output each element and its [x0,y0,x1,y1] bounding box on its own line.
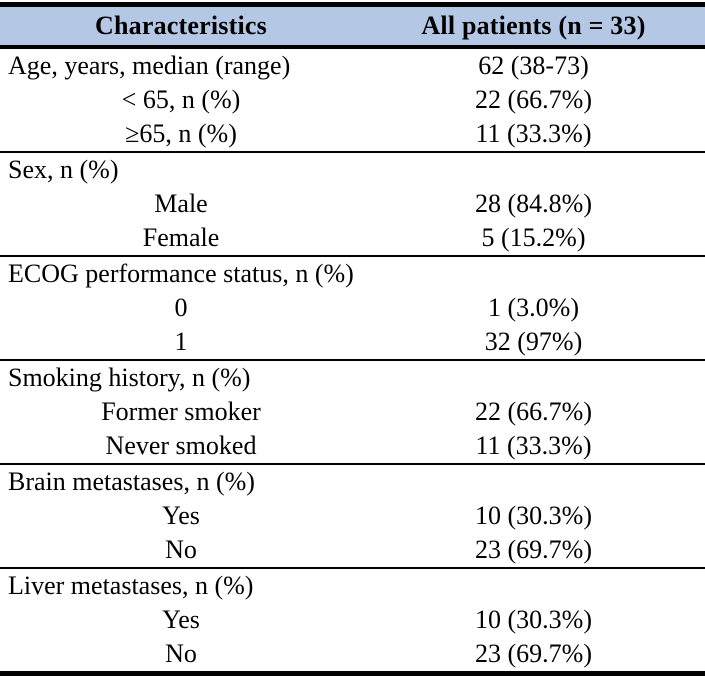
row-value: 10 (30.3%) [475,605,592,634]
table-header: Characteristics All patients (n = 33) [0,4,705,47]
table-row-brain-no: No 23 (69.7%) [0,533,705,568]
header-all-patients: All patients (n = 33) [421,11,646,40]
table-row-smoking: Smoking history, n (%) [0,360,705,395]
row-label: ECOG performance status, n (%) [8,259,354,288]
row-value: 11 (33.3%) [475,119,592,148]
row-value: 22 (66.7%) [475,85,592,114]
row-label: No [165,639,197,668]
row-label: Female [142,223,220,252]
table-row-liver-yes: Yes 10 (30.3%) [0,603,705,637]
row-value: 22 (66.7%) [475,397,592,426]
table-row-age-lt65: < 65, n (%) 22 (66.7%) [0,83,705,117]
row-label: Male [154,189,208,218]
row-value [362,256,705,291]
row-value: 1 (3.0%) [488,293,579,322]
table-row-age: Age, years, median (range) 62 (38-73) [0,47,705,83]
row-label: Yes [162,501,200,530]
row-value: 5 (15.2%) [481,223,586,252]
table-row-ecog: ECOG performance status, n (%) [0,256,705,291]
table-body: Age, years, median (range) 62 (38-73) < … [0,47,705,674]
row-label: No [165,535,197,564]
row-label: Smoking history, n (%) [8,363,251,392]
row-label: 1 [174,327,188,356]
row-value [362,464,705,499]
row-value: 28 (84.8%) [475,189,592,218]
table-row-smoking-former: Former smoker 22 (66.7%) [0,395,705,429]
row-value: 23 (69.7%) [475,639,592,668]
row-label: Never smoked [105,431,257,460]
table-row-sex-female: Female 5 (15.2%) [0,221,705,256]
row-value: 32 (97%) [484,327,583,356]
table-row-smoking-never: Never smoked 11 (33.3%) [0,429,705,464]
table-row-brain-yes: Yes 10 (30.3%) [0,499,705,533]
table-row-sex-male: Male 28 (84.8%) [0,187,705,221]
table-row-liver-no: No 23 (69.7%) [0,637,705,674]
row-label: Brain metastases, n (%) [8,467,255,496]
row-label: 0 [174,293,188,322]
table-row-ecog-0: 0 1 (3.0%) [0,291,705,325]
row-value: 10 (30.3%) [475,501,592,530]
table-row-sex: Sex, n (%) [0,152,705,187]
table-row-brain-met: Brain metastases, n (%) [0,464,705,499]
row-value: 23 (69.7%) [475,535,592,564]
row-label: Yes [162,605,200,634]
characteristics-table: Characteristics All patients (n = 33) Ag… [0,2,705,676]
row-value: 62 (38-73) [478,51,589,80]
row-label: ≥65, n (%) [125,119,237,148]
row-label: < 65, n (%) [121,85,241,114]
characteristics-table-container: Characteristics All patients (n = 33) Ag… [0,2,705,676]
row-value [362,568,705,603]
row-label: Age, years, median (range) [8,51,291,80]
table-row-ecog-1: 1 32 (97%) [0,325,705,360]
row-label: Former smoker [101,397,261,426]
header-characteristics: Characteristics [95,11,267,40]
row-label: Sex, n (%) [8,155,119,184]
row-value [362,360,705,395]
table-row-liver-met: Liver metastases, n (%) [0,568,705,603]
header-row: Characteristics All patients (n = 33) [0,4,705,47]
table-row-age-ge65: ≥65, n (%) 11 (33.3%) [0,117,705,152]
row-label: Liver metastases, n (%) [8,571,254,600]
row-value: 11 (33.3%) [475,431,592,460]
row-value [362,152,705,187]
